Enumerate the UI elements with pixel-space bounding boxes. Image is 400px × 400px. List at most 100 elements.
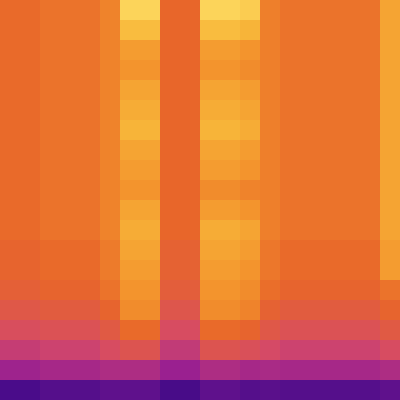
heatmap-cell <box>200 120 221 141</box>
heatmap-cell <box>300 280 321 301</box>
heatmap-cell <box>260 260 281 281</box>
heatmap-cell <box>80 80 101 101</box>
heatmap-cell <box>160 60 181 81</box>
heatmap-cell <box>380 280 400 301</box>
heatmap-cell <box>320 340 341 361</box>
heatmap-cell <box>200 180 221 201</box>
heatmap-cell <box>20 200 41 221</box>
heatmap-cell <box>340 240 361 261</box>
heatmap-cell <box>100 320 121 341</box>
heatmap-cell <box>380 160 400 181</box>
heatmap-cell <box>80 280 101 301</box>
heatmap-cell <box>160 200 181 221</box>
heatmap-cell <box>20 180 41 201</box>
heatmap-cell <box>380 360 400 381</box>
heatmap-cell <box>160 120 181 141</box>
heatmap-cell <box>360 220 381 241</box>
heatmap-cell <box>60 180 81 201</box>
heatmap-cell <box>140 360 161 381</box>
heatmap-cell <box>140 60 161 81</box>
heatmap-cell <box>120 300 141 321</box>
heatmap-cell <box>360 200 381 221</box>
heatmap-cell <box>100 260 121 281</box>
heatmap-cell <box>380 60 400 81</box>
heatmap-cell <box>340 380 361 400</box>
heatmap-cell <box>0 40 21 61</box>
heatmap-cell <box>280 40 301 61</box>
heatmap-cell <box>20 80 41 101</box>
heatmap-cell <box>320 20 341 41</box>
heatmap-cell <box>280 160 301 181</box>
heatmap-cell <box>340 320 361 341</box>
heatmap-cell <box>100 80 121 101</box>
heatmap-cell <box>280 380 301 400</box>
heatmap-cell <box>80 300 101 321</box>
heatmap-cell <box>200 140 221 161</box>
heatmap-cell <box>160 80 181 101</box>
heatmap-cell <box>220 40 241 61</box>
heatmap-cell <box>20 160 41 181</box>
heatmap-cell <box>320 380 341 400</box>
heatmap-cell <box>0 100 21 121</box>
heatmap-cell <box>180 80 201 101</box>
heatmap-cell <box>300 20 321 41</box>
heatmap-cell <box>280 340 301 361</box>
heatmap-cell <box>300 260 321 281</box>
heatmap-cell <box>320 320 341 341</box>
heatmap-cell <box>320 200 341 221</box>
heatmap-cell <box>380 300 400 321</box>
heatmap-cell <box>60 360 81 381</box>
heatmap-cell <box>200 200 221 221</box>
heatmap-cell <box>360 320 381 341</box>
heatmap-cell <box>60 320 81 341</box>
heatmap-cell <box>140 220 161 241</box>
heatmap-cell <box>200 260 221 281</box>
heatmap-cell <box>180 20 201 41</box>
heatmap-cell <box>100 100 121 121</box>
heatmap-cell <box>120 360 141 381</box>
heatmap-cell <box>200 280 221 301</box>
heatmap-cell <box>380 140 400 161</box>
heatmap-cell <box>160 40 181 61</box>
heatmap-cell <box>260 0 281 21</box>
heatmap-cell <box>260 40 281 61</box>
heatmap-cell <box>240 220 261 241</box>
heatmap-cell <box>260 220 281 241</box>
heatmap-cell <box>380 260 400 281</box>
heatmap-cell <box>200 100 221 121</box>
heatmap-cell <box>120 220 141 241</box>
heatmap-cell <box>320 60 341 81</box>
heatmap-cell <box>160 160 181 181</box>
heatmap-cell <box>220 60 241 81</box>
heatmap-cell <box>240 380 261 400</box>
heatmap-cell <box>160 360 181 381</box>
heatmap-cell <box>100 160 121 181</box>
heatmap-cell <box>240 280 261 301</box>
heatmap-cell <box>0 360 21 381</box>
heatmap-cell <box>240 300 261 321</box>
heatmap-cell <box>240 120 261 141</box>
heatmap-cell <box>380 380 400 400</box>
heatmap-cell <box>120 280 141 301</box>
heatmap-cell <box>200 20 221 41</box>
heatmap-cell <box>0 0 21 21</box>
heatmap-cell <box>100 40 121 61</box>
heatmap-cell <box>220 280 241 301</box>
heatmap-cell <box>20 100 41 121</box>
heatmap-cell <box>260 200 281 221</box>
heatmap-cell <box>380 40 400 61</box>
heatmap-cell <box>260 360 281 381</box>
heatmap-cell <box>100 200 121 221</box>
heatmap-cell <box>40 320 61 341</box>
heatmap-cell <box>220 300 241 321</box>
heatmap-cell <box>0 220 21 241</box>
heatmap-cell <box>300 120 321 141</box>
heatmap-cell <box>160 100 181 121</box>
heatmap-cell <box>300 220 321 241</box>
heatmap-cell <box>60 120 81 141</box>
heatmap-cell <box>80 360 101 381</box>
heatmap-cell <box>100 20 121 41</box>
heatmap-cell <box>40 120 61 141</box>
heatmap-cell <box>380 0 400 21</box>
heatmap-cell <box>40 20 61 41</box>
